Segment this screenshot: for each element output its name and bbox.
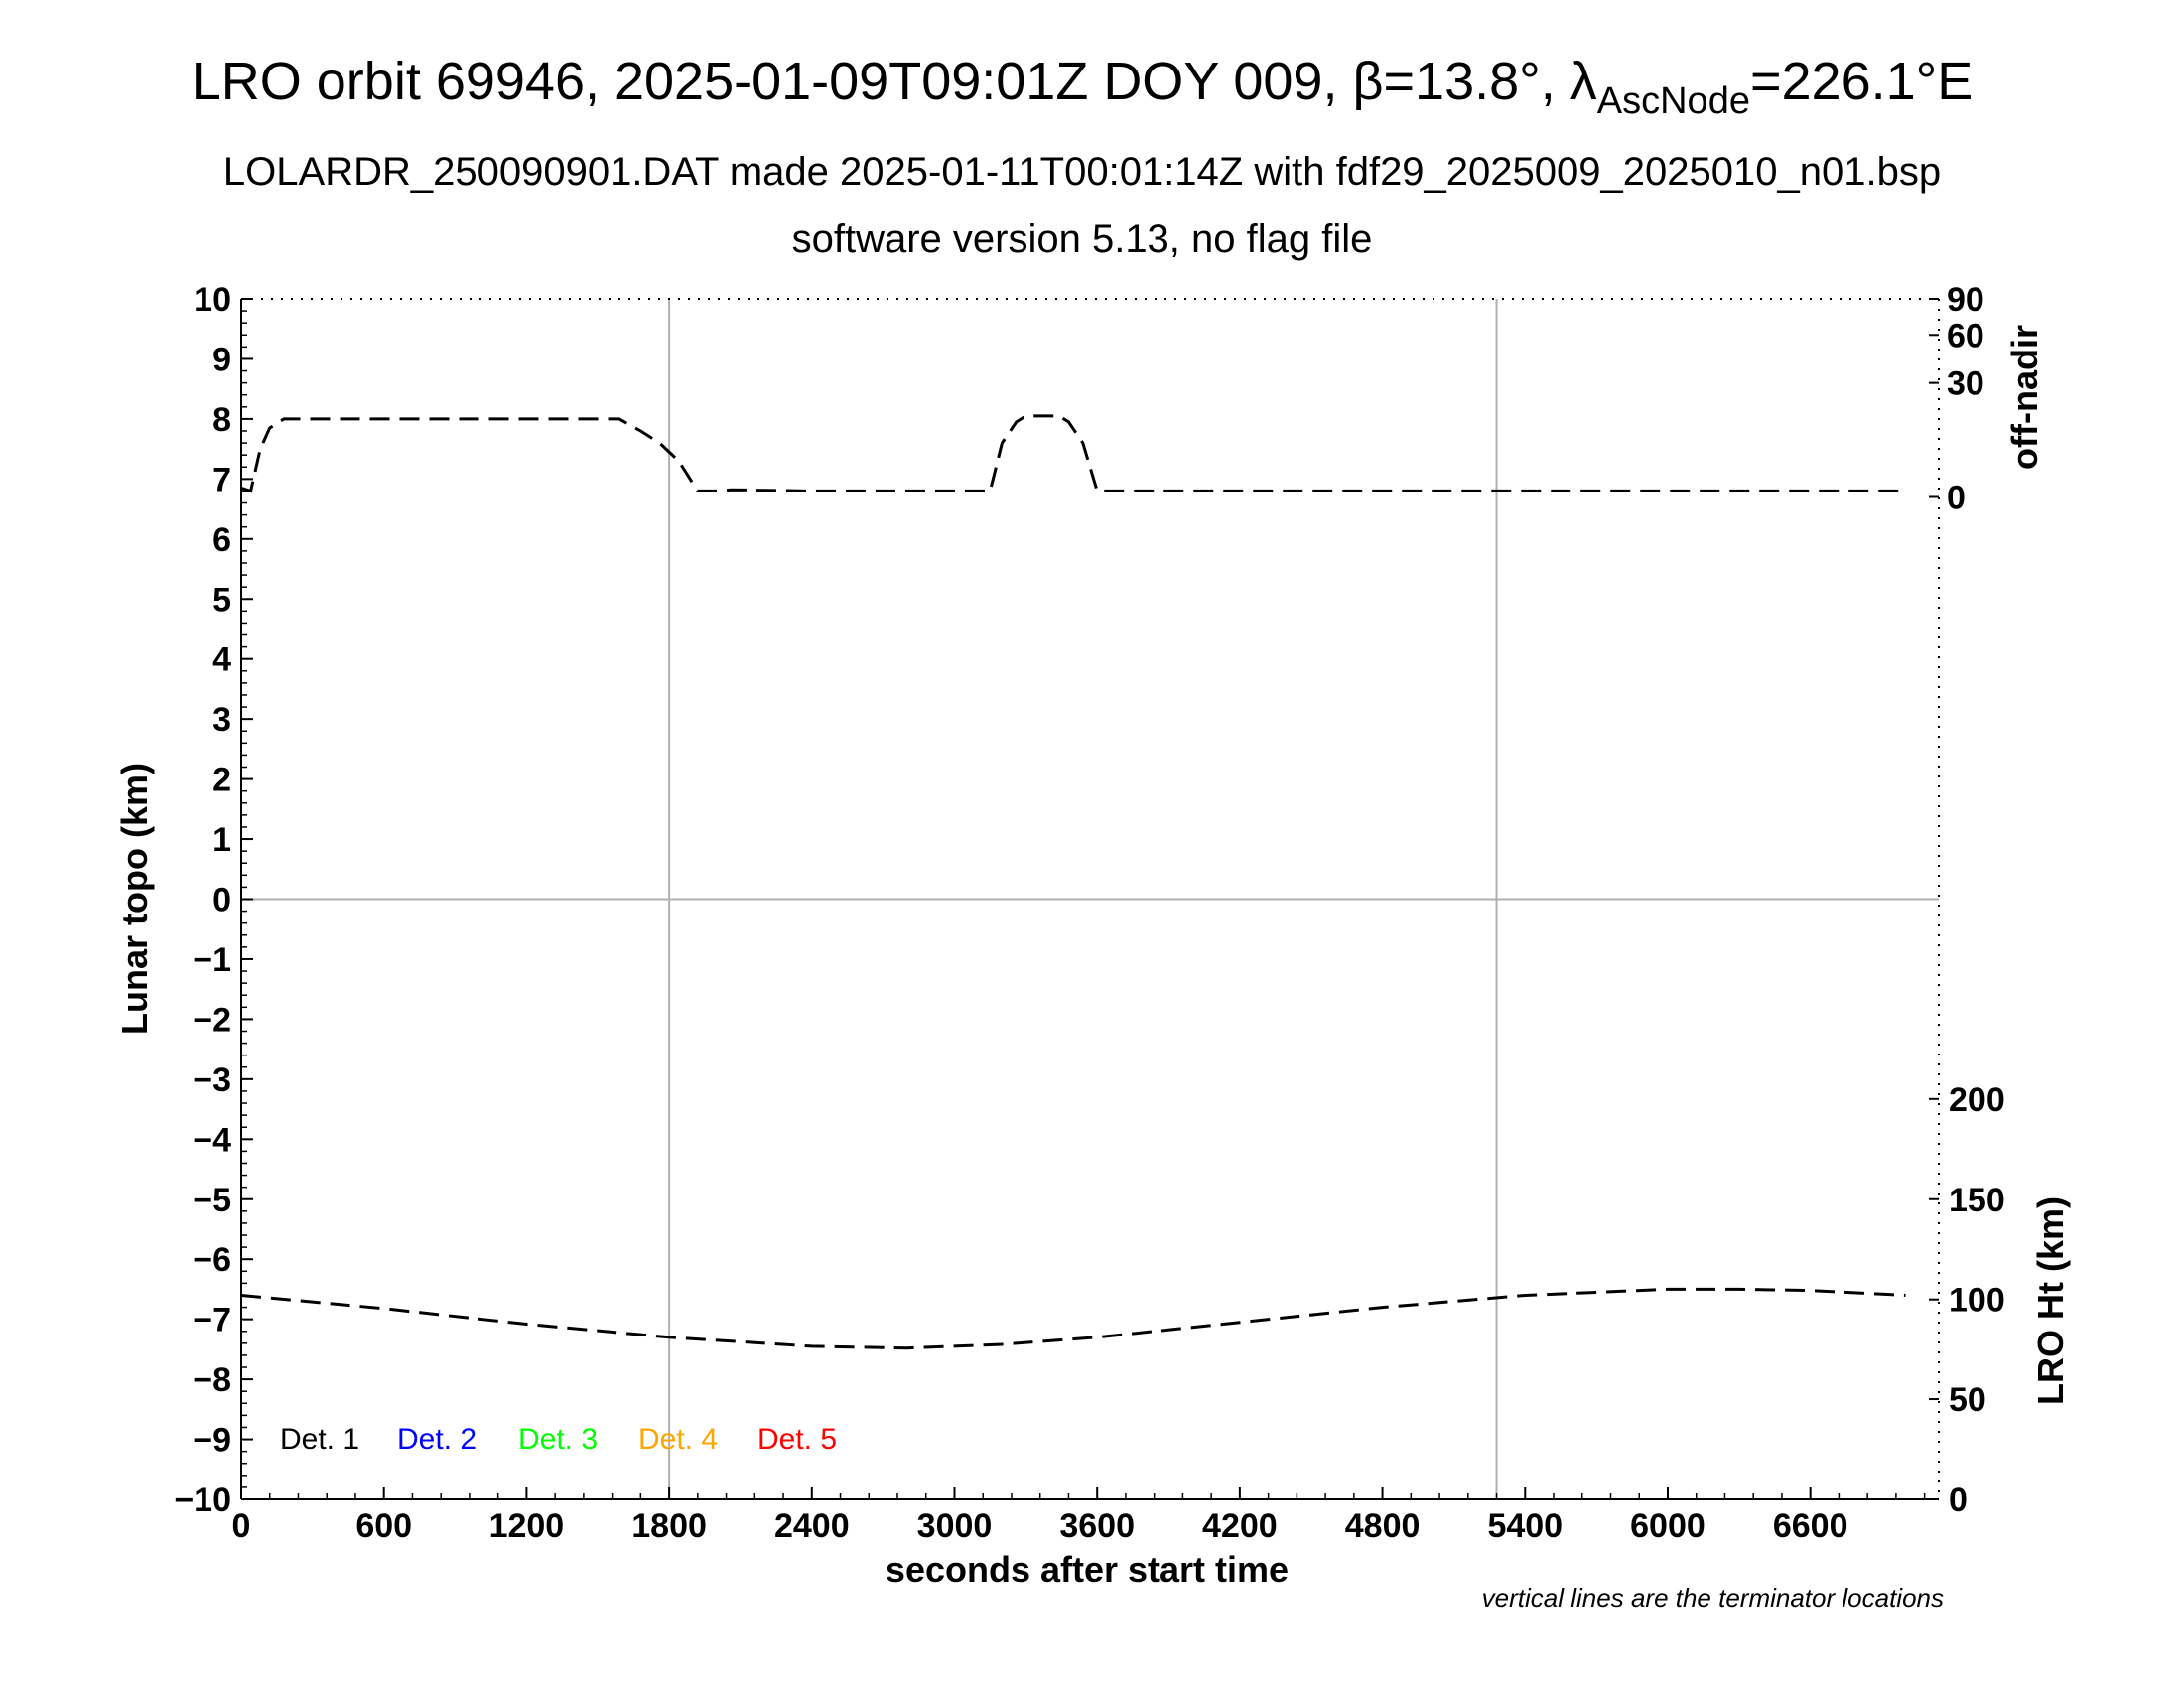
legend-entry: Det. 1 bbox=[280, 1423, 359, 1456]
x-tick-label: 4200 bbox=[1202, 1507, 1278, 1545]
y-tick-label: 10 bbox=[194, 281, 231, 319]
lro-ht-tick-label: 200 bbox=[1949, 1081, 2005, 1119]
y-tick-label: 4 bbox=[212, 641, 231, 679]
y-tick-label: −5 bbox=[193, 1182, 231, 1219]
off-nadir-tick-label: 30 bbox=[1947, 365, 1984, 403]
off-nadir-tick-label: 90 bbox=[1947, 281, 1984, 319]
off-nadir-tick-label: 60 bbox=[1947, 317, 1984, 354]
legend-entry: Det. 2 bbox=[397, 1423, 477, 1456]
terminator-note: vertical lines are the terminator locati… bbox=[1482, 1583, 1944, 1613]
y-tick-label: −6 bbox=[193, 1241, 231, 1279]
series-line-1 bbox=[240, 1287, 1906, 1350]
y-tick-label: 7 bbox=[212, 461, 231, 498]
series-line-0 bbox=[240, 414, 1906, 493]
y-tick-label: 1 bbox=[212, 821, 231, 859]
y-axis-label: Lunar topo (km) bbox=[114, 763, 155, 1035]
y-tick-label: 3 bbox=[212, 701, 231, 739]
lro-ht-tick-label: 0 bbox=[1949, 1481, 1968, 1519]
y-tick-label: −8 bbox=[193, 1361, 231, 1399]
x-tick-label: 1200 bbox=[489, 1507, 565, 1545]
chart-subtitle: LOLARDR_250090901.DAT made 2025-01-11T00… bbox=[223, 150, 1941, 194]
chart-title: LRO orbit 69946, 2025-01-09T09:01Z DOY 0… bbox=[192, 52, 1974, 122]
y-tick-label: −1 bbox=[193, 941, 231, 979]
legend-entry: Det. 4 bbox=[638, 1423, 718, 1456]
x-tick-label: 2400 bbox=[774, 1507, 850, 1545]
lro-ht-tick-label: 50 bbox=[1949, 1381, 1986, 1419]
x-tick-label: 6000 bbox=[1630, 1507, 1706, 1545]
legend-entry: Det. 3 bbox=[518, 1423, 598, 1456]
y-tick-label: −9 bbox=[193, 1422, 231, 1460]
x-axis-label: seconds after start time bbox=[886, 1549, 1289, 1590]
y-tick-label: −2 bbox=[193, 1001, 231, 1039]
x-tick-label: 3600 bbox=[1059, 1507, 1135, 1545]
x-tick-label: 5400 bbox=[1487, 1507, 1563, 1545]
y-tick-label: −10 bbox=[174, 1481, 231, 1519]
y-tick-label: −7 bbox=[193, 1302, 231, 1339]
x-tick-label: 6600 bbox=[1773, 1507, 1848, 1545]
x-tick-label: 3000 bbox=[917, 1507, 993, 1545]
off-nadir-axis-label: off-nadir bbox=[2004, 325, 2045, 470]
x-tick-label: 0 bbox=[232, 1507, 251, 1545]
lro-ht-tick-label: 150 bbox=[1949, 1182, 2005, 1219]
x-tick-label: 4800 bbox=[1345, 1507, 1421, 1545]
y-tick-label: 2 bbox=[212, 762, 231, 799]
y-tick-label: 6 bbox=[212, 521, 231, 559]
y-tick-label: −4 bbox=[193, 1121, 231, 1159]
lro-ht-tick-label: 100 bbox=[1949, 1282, 2005, 1320]
y-tick-label: 9 bbox=[212, 341, 231, 378]
legend-entry: Det. 5 bbox=[757, 1423, 837, 1456]
chart-subtitle-2: software version 5.13, no flag file bbox=[792, 217, 1373, 261]
x-tick-label: 600 bbox=[355, 1507, 412, 1545]
y-tick-label: 8 bbox=[212, 401, 231, 439]
y-tick-label: −3 bbox=[193, 1061, 231, 1099]
off-nadir-tick-label: 0 bbox=[1947, 479, 1966, 516]
y-tick-label: 5 bbox=[212, 581, 231, 619]
x-tick-label: 1800 bbox=[631, 1507, 707, 1545]
lro-ht-axis-label: LRO Ht (km) bbox=[2030, 1196, 2071, 1405]
y-tick-label: 0 bbox=[212, 882, 231, 919]
